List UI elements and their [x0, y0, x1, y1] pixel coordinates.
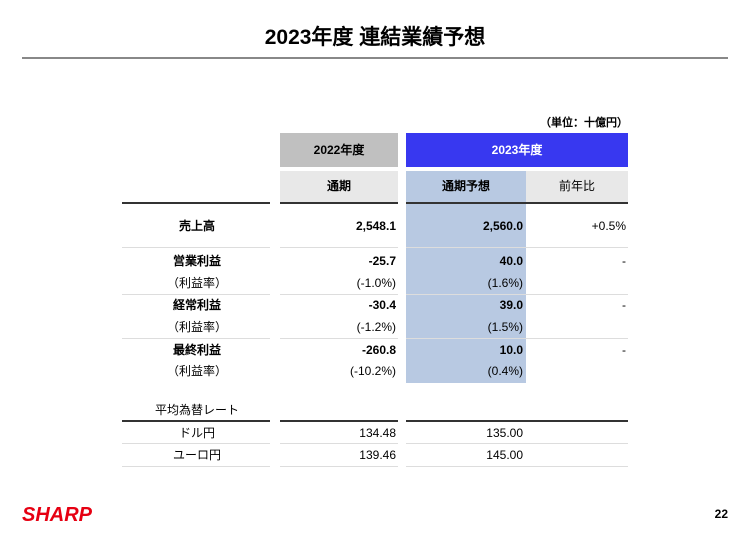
slide-title: 2023年度 連結業績予想	[264, 26, 486, 49]
value-yoy: +0.5%	[591, 219, 626, 233]
page-number: 22	[714, 507, 728, 521]
value-2022: -260.8	[361, 343, 396, 357]
value-2022: -30.4	[368, 298, 396, 312]
value-2022: 134.48	[359, 426, 396, 440]
header-cell	[526, 171, 628, 202]
title-rule	[22, 57, 728, 59]
value-yoy: -	[622, 254, 626, 268]
row-label: （利益率）	[166, 320, 227, 334]
value-2022: 139.46	[359, 448, 396, 462]
value-2023: 2,560.0	[482, 219, 523, 233]
row-label: 売上高	[178, 219, 215, 233]
row-rule	[122, 247, 270, 248]
row-rule	[280, 338, 398, 339]
header-cell	[280, 171, 398, 202]
group-header: 2023年度	[491, 143, 543, 157]
row-rule	[406, 338, 628, 339]
value-2023: 40.0	[499, 254, 523, 268]
column-header: 通期予想	[441, 179, 490, 193]
row-label: （利益率）	[166, 364, 227, 378]
row-rule	[406, 247, 628, 248]
value-2023: (0.4%)	[487, 364, 523, 378]
highlight-column	[406, 171, 526, 383]
row-rule	[406, 443, 628, 444]
row-rule	[280, 420, 398, 422]
value-2022: -25.7	[368, 254, 396, 268]
value-2023: (1.5%)	[487, 320, 523, 334]
row-rule	[406, 202, 628, 204]
group-header: 2022年度	[313, 143, 365, 157]
row-rule	[280, 466, 398, 467]
value-2023: 10.0	[499, 343, 523, 357]
row-label: 最終利益	[172, 343, 221, 357]
row-rule	[122, 443, 270, 444]
row-rule	[406, 420, 628, 422]
row-label: ドル円	[178, 426, 215, 440]
row-rule	[280, 202, 398, 204]
value-2023: 39.0	[499, 298, 523, 312]
row-label: 営業利益	[172, 254, 221, 268]
value-2022: (-1.2%)	[356, 320, 396, 334]
row-rule	[122, 294, 270, 295]
value-2023: (1.6%)	[487, 276, 523, 290]
section-title: 平均為替レート	[155, 403, 240, 417]
value-2022: 2,548.1	[355, 219, 396, 233]
row-label: （利益率）	[166, 276, 227, 290]
value-2023: 135.00	[486, 426, 523, 440]
value-2023: 145.00	[486, 448, 523, 462]
value-yoy: -	[622, 298, 626, 312]
row-rule	[122, 466, 270, 467]
logo: SHARP	[22, 504, 93, 526]
column-header: 前年比	[558, 179, 595, 193]
row-label: ユーロ円	[172, 448, 221, 462]
row-rule	[122, 202, 270, 204]
row-rule	[280, 443, 398, 444]
row-rule	[122, 420, 270, 422]
row-rule	[122, 338, 270, 339]
row-label: 経常利益	[172, 298, 221, 312]
row-rule	[280, 294, 398, 295]
value-2022: (-10.2%)	[349, 364, 396, 378]
row-rule	[280, 247, 398, 248]
value-yoy: -	[622, 343, 626, 357]
header-cell	[406, 133, 628, 167]
value-2022: (-1.0%)	[356, 276, 396, 290]
unit-note: （単位：十億円）	[540, 117, 628, 129]
column-header: 通期	[326, 179, 351, 193]
row-rule	[406, 294, 628, 295]
header-cell	[280, 133, 398, 167]
row-rule	[406, 466, 628, 467]
